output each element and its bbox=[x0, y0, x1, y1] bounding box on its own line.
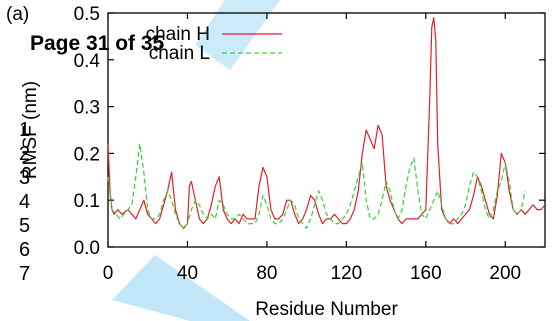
y-tick-label: 0.1 bbox=[74, 191, 100, 212]
watermark-shape bbox=[195, 0, 280, 70]
line-number: 2 bbox=[19, 143, 31, 165]
x-tick-label: 80 bbox=[256, 263, 277, 284]
series-line-chain-h bbox=[107, 17, 546, 229]
y-tick-label: 0.0 bbox=[74, 238, 100, 259]
plot-frame bbox=[107, 12, 546, 248]
x-tick-label: 0 bbox=[103, 263, 114, 284]
series-line-chain-l bbox=[107, 143, 526, 229]
y-axis-label: RMSF (nm) bbox=[20, 81, 41, 179]
y-tick-label: 0.3 bbox=[74, 98, 100, 119]
legend-label: chain L bbox=[149, 43, 210, 64]
x-tick-label: 160 bbox=[410, 263, 442, 284]
line-number: 7 bbox=[19, 263, 31, 285]
x-axis-label: Residue Number bbox=[255, 299, 398, 320]
page-header: Page 31 of 35 bbox=[30, 32, 165, 55]
y-tick-label: 0.5 bbox=[74, 4, 100, 25]
x-tick-label: 120 bbox=[331, 263, 363, 284]
line-number: 1 bbox=[19, 119, 31, 141]
panel-label: (a) bbox=[6, 4, 29, 25]
x-tick-label: 40 bbox=[177, 263, 198, 284]
legend-label: chain H bbox=[146, 24, 210, 45]
line-number: 6 bbox=[19, 239, 31, 261]
x-tick-label: 200 bbox=[489, 263, 521, 284]
line-number: 5 bbox=[19, 215, 31, 237]
y-tick-label: 0.4 bbox=[74, 51, 101, 72]
line-number: 3 bbox=[19, 167, 31, 189]
watermark-shape bbox=[112, 255, 250, 321]
line-number: 4 bbox=[19, 191, 31, 213]
y-tick-label: 0.2 bbox=[74, 144, 100, 165]
